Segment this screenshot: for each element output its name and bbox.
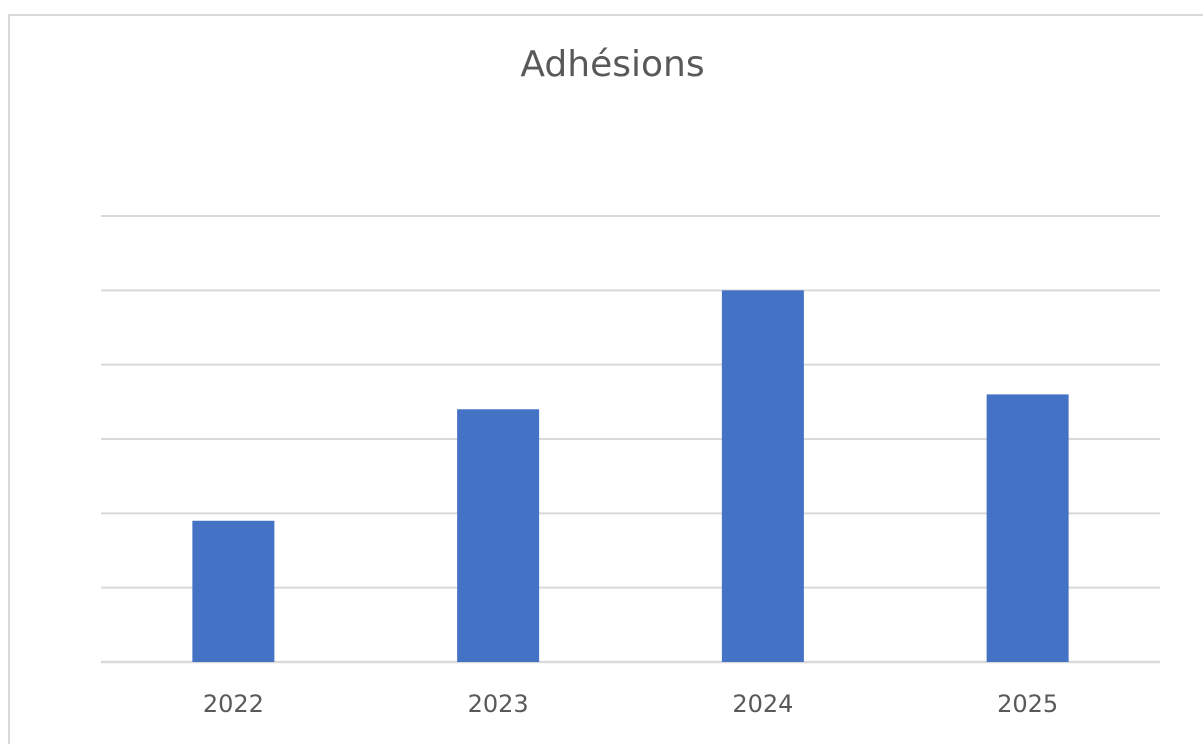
x-tick-label-2022: 2022	[203, 690, 264, 718]
bars	[192, 290, 1069, 662]
bar-2022	[192, 520, 275, 662]
bar-2023	[457, 409, 540, 662]
x-tick-label-2024: 2024	[732, 690, 793, 718]
x-tick-label-2025: 2025	[997, 690, 1058, 718]
gridlines	[101, 215, 1160, 664]
bar-2024	[721, 290, 804, 662]
x-axis-tick-labels: 2022 2023 2024 2025	[203, 690, 1058, 718]
chart-title: Adhésions	[520, 44, 705, 85]
x-tick-label-2023: 2023	[468, 690, 529, 718]
bar-2025	[986, 394, 1069, 662]
